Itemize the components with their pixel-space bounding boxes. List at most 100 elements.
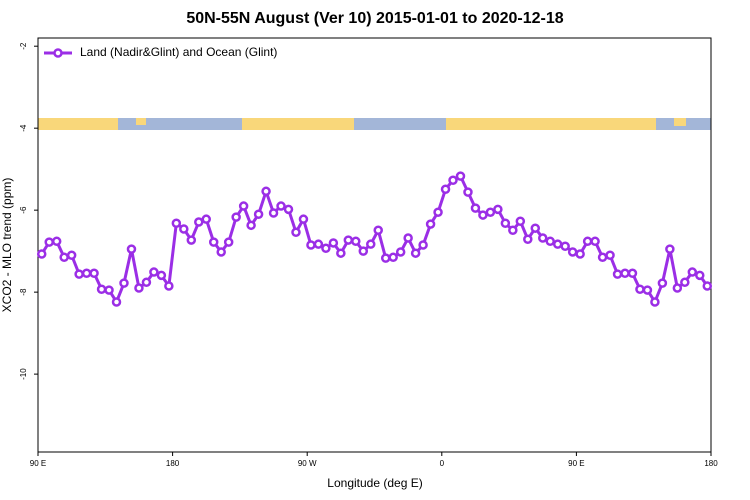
data-point <box>36 249 47 259</box>
data-point <box>627 268 638 279</box>
y-tick-label: -8 <box>19 288 28 296</box>
data-point <box>500 218 511 229</box>
land-band <box>674 118 686 126</box>
data-point <box>253 209 264 220</box>
data-point <box>575 249 585 259</box>
data-point <box>44 237 54 247</box>
data-point <box>283 204 294 215</box>
land-band <box>136 118 146 125</box>
data-point <box>650 297 660 307</box>
x-axis-label: Longitude (deg E) <box>327 476 422 490</box>
data-point <box>687 267 698 277</box>
data-point <box>96 284 107 295</box>
data-point <box>448 175 458 185</box>
data-point <box>657 278 668 288</box>
data-point <box>388 252 398 263</box>
data-point <box>276 201 286 211</box>
data-point <box>635 284 645 295</box>
data-point <box>508 225 518 235</box>
data-point <box>582 236 593 247</box>
y-tick-label: -4 <box>19 124 28 132</box>
data-point <box>605 250 615 260</box>
data-point <box>552 239 563 249</box>
data-point <box>291 227 301 238</box>
data-point <box>351 236 361 247</box>
data-point <box>261 186 271 197</box>
data-point <box>194 217 204 227</box>
data-point <box>216 247 226 257</box>
x-tick-label: 90 E <box>30 459 46 468</box>
data-point <box>343 235 354 245</box>
data-point <box>642 285 653 295</box>
data-point <box>313 239 324 249</box>
land-band <box>242 118 354 130</box>
data-point <box>433 207 443 217</box>
data-point <box>410 248 421 258</box>
data-point <box>119 278 129 288</box>
data-point <box>238 201 249 211</box>
land-ocean-band <box>38 118 711 130</box>
chart-title: 50N-55N August (Ver 10) 2015-01-01 to 20… <box>186 10 563 27</box>
data-point <box>523 234 533 245</box>
data-point <box>358 246 369 256</box>
data-point <box>366 239 376 249</box>
data-point <box>231 212 241 222</box>
data-point <box>336 248 346 258</box>
y-tick-label: -2 <box>19 42 28 50</box>
land-band <box>446 118 656 130</box>
data-point <box>89 268 99 279</box>
data-point <box>149 267 159 277</box>
data-point <box>59 252 69 263</box>
data-point <box>321 243 331 254</box>
legend-marker <box>53 48 63 58</box>
data-point <box>171 218 182 229</box>
legend-label: Land (Nadir&Glint) and Ocean (Glint) <box>80 45 277 59</box>
data-point <box>126 244 137 254</box>
y-axis-label: XCO2 - MLO trend (ppm) <box>0 178 14 313</box>
data-point <box>380 253 391 263</box>
data-point <box>463 187 473 197</box>
data-point <box>179 224 189 234</box>
data-point <box>418 240 428 250</box>
data-point <box>111 297 122 307</box>
data-point <box>201 214 211 224</box>
data-point <box>440 184 451 195</box>
data-point <box>567 247 578 257</box>
data-point <box>373 225 383 235</box>
data-point <box>478 210 488 220</box>
data-point <box>208 237 219 247</box>
data-point <box>597 252 608 263</box>
x-tick-label: 180 <box>704 459 718 468</box>
data-point <box>620 268 630 279</box>
data-point <box>395 247 406 257</box>
data-point <box>672 283 683 293</box>
data-point <box>680 277 690 288</box>
data-point <box>74 269 84 279</box>
data-point <box>702 281 713 291</box>
series-line <box>40 174 709 304</box>
data-point <box>560 241 570 251</box>
data-point <box>134 283 144 293</box>
plot-frame <box>37 37 712 453</box>
data-point <box>66 250 77 260</box>
data-point <box>493 204 503 215</box>
x-tick-label: 90 E <box>568 459 584 468</box>
data-point <box>590 236 600 247</box>
x-tick-label: 180 <box>166 459 180 468</box>
data-point <box>485 207 496 217</box>
data-point <box>612 269 623 279</box>
data-point <box>538 233 548 243</box>
data-point <box>51 236 62 247</box>
data-point <box>328 238 339 248</box>
data-point <box>455 171 466 181</box>
data-point <box>156 270 167 281</box>
data-point <box>186 235 197 245</box>
data-point <box>403 233 413 243</box>
data-point <box>104 285 114 295</box>
data-point <box>545 236 555 247</box>
data-point <box>665 244 675 254</box>
x-tick-label: 0 <box>440 459 445 468</box>
data-point <box>141 277 152 288</box>
land-band <box>38 118 118 130</box>
